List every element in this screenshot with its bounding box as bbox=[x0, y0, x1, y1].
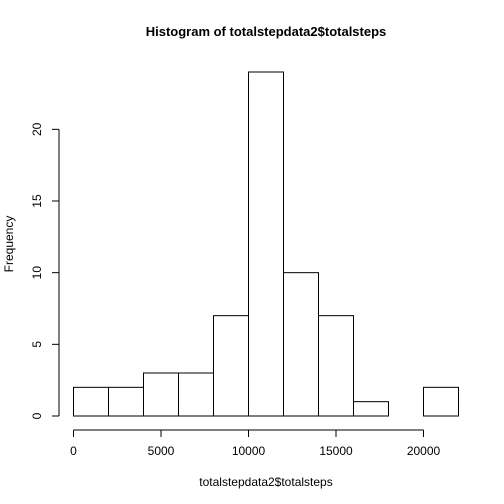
histogram-bar bbox=[143, 372, 179, 417]
histogram-bar bbox=[178, 372, 214, 417]
x-tick-label: 15000 bbox=[319, 444, 353, 458]
histogram-bar bbox=[73, 386, 109, 417]
histogram-bar bbox=[248, 71, 284, 417]
x-tick-label: 10000 bbox=[232, 444, 266, 458]
y-tick-label: 20 bbox=[30, 122, 44, 136]
x-axis: 0 5000 10000 15000 20000 bbox=[70, 429, 441, 458]
y-tick-label: 5 bbox=[30, 341, 44, 348]
x-tick-label: 20000 bbox=[407, 444, 441, 458]
histogram-bar bbox=[353, 401, 389, 417]
chart-title: Histogram of totalstepdata2$totalsteps bbox=[146, 24, 387, 39]
histogram-bar bbox=[318, 315, 354, 417]
histogram-bar bbox=[213, 315, 249, 417]
x-tick-label: 5000 bbox=[148, 444, 175, 458]
x-axis-label: totalstepdata2$totalsteps bbox=[199, 475, 332, 489]
y-tick-label: 15 bbox=[30, 194, 44, 208]
histogram-bar bbox=[283, 272, 319, 417]
y-axis-label: Frequency bbox=[2, 216, 16, 273]
y-axis: 0 5 10 15 20 bbox=[30, 122, 60, 419]
x-tick-label: 0 bbox=[70, 444, 77, 458]
y-tick-label: 10 bbox=[30, 266, 44, 280]
bars-group bbox=[73, 71, 459, 417]
histogram-bar bbox=[108, 386, 144, 417]
y-tick-label: 0 bbox=[30, 412, 44, 419]
histogram-bar bbox=[423, 386, 459, 417]
